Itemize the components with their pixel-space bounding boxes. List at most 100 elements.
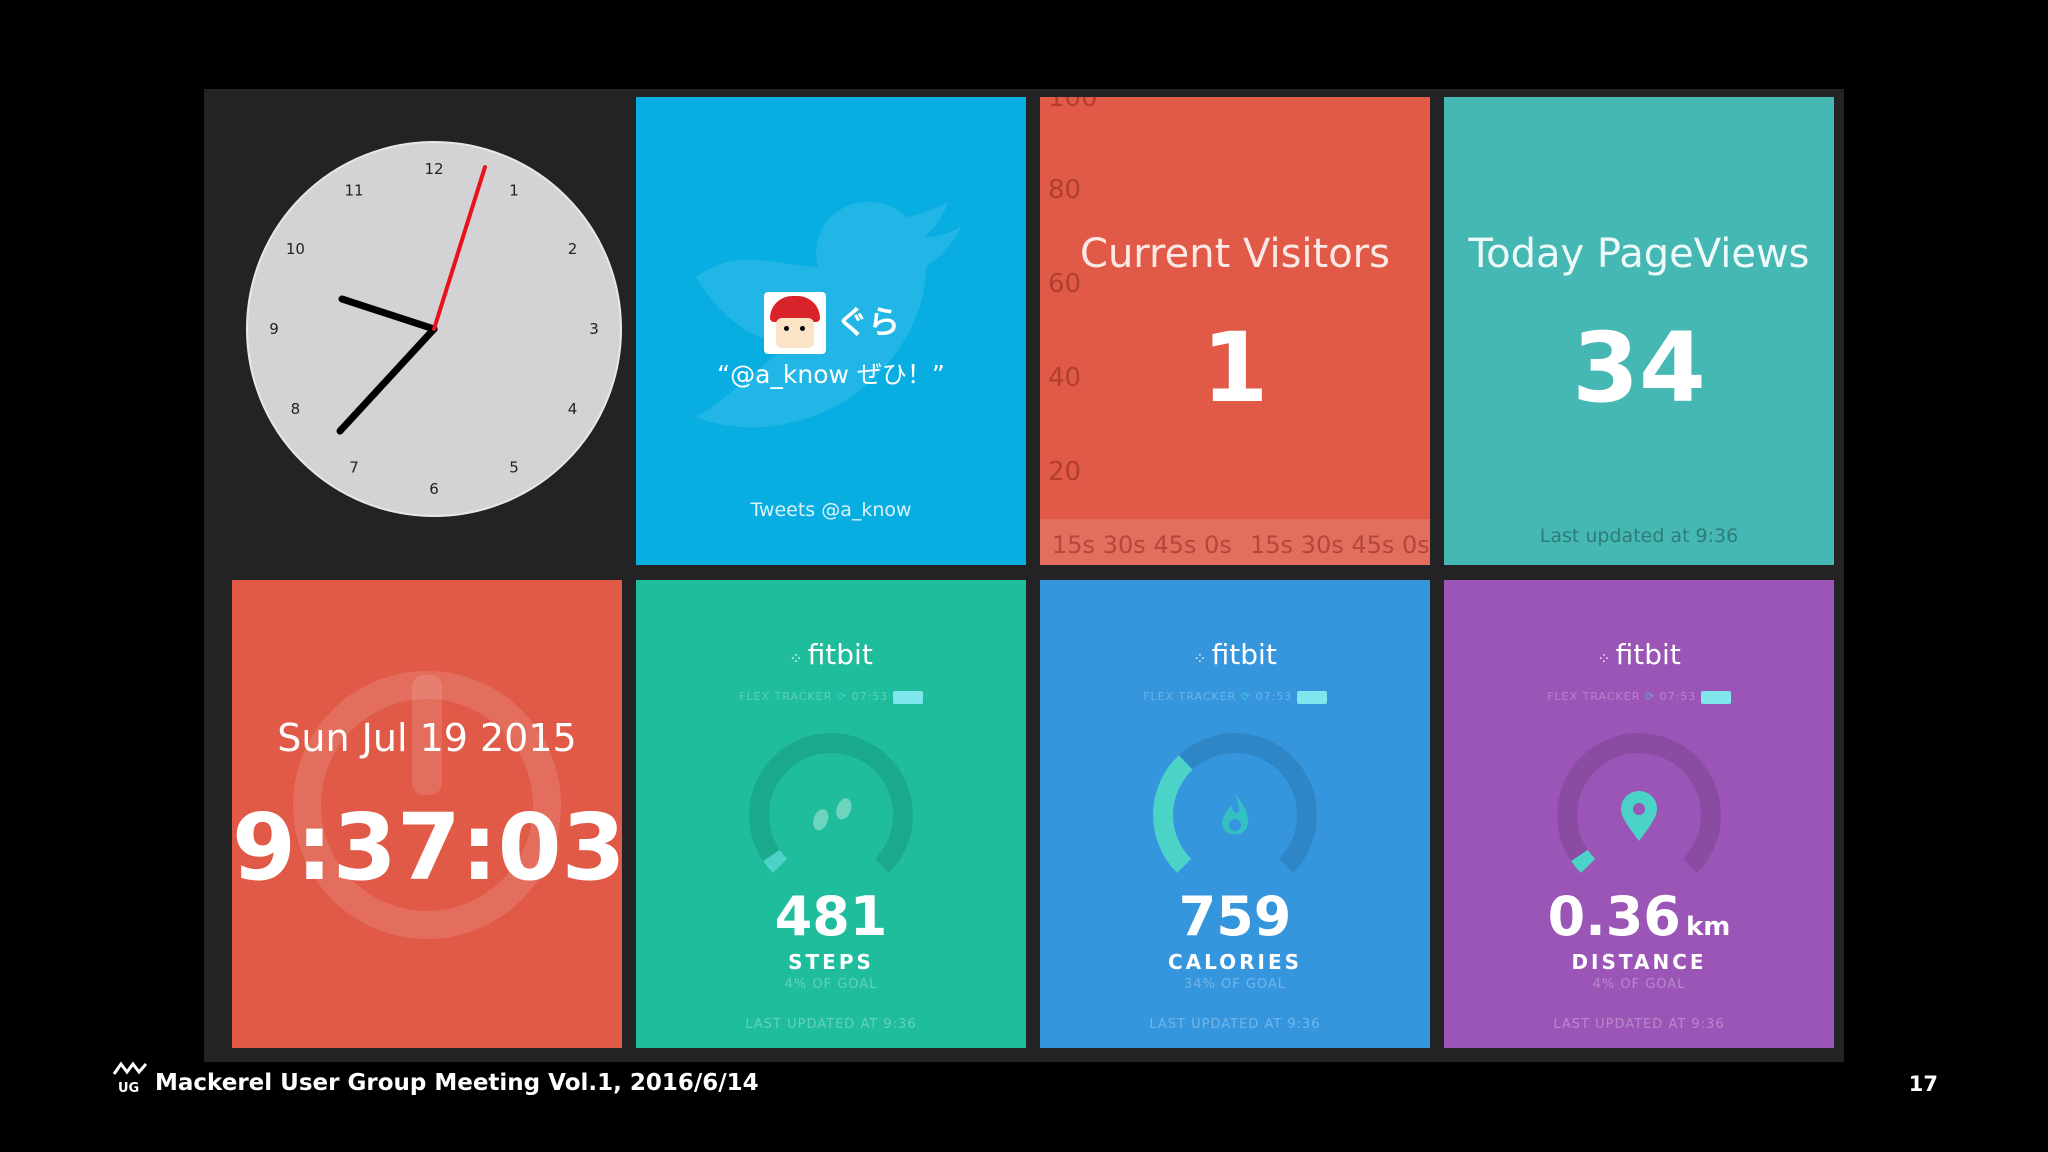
last-updated: LAST UPDATED AT 9:36 — [1553, 1017, 1725, 1032]
sync-time: 07:53 — [1255, 690, 1293, 703]
sync-icon: ⟳ — [836, 690, 848, 703]
sync-time: 07:53 — [1659, 690, 1697, 703]
clock-number: 7 — [349, 459, 359, 477]
stat-label: CALORIES — [1167, 950, 1303, 974]
gauge-track — [749, 733, 913, 873]
stat-value-row: 0.36 km — [1444, 885, 1834, 948]
stat-label: DISTANCE — [1571, 950, 1707, 974]
date-time-tile: Sun Jul 19 2015 9:37:03 — [232, 580, 622, 1048]
y-axis-tick: 40 — [1048, 363, 1082, 393]
fitbit-logo: ⁘ fitbit — [1444, 638, 1834, 671]
stat-label: STEPS — [788, 950, 874, 974]
dashboard-board: 12 1 2 3 4 5 6 7 8 9 10 11 ぐら “@a_know ぜひ！” Tweets … — [204, 89, 1844, 1062]
time-text: 9:37:03 — [232, 794, 622, 901]
y-axis-tick: 80 — [1048, 175, 1082, 205]
battery-icon — [892, 690, 923, 704]
battery-icon — [1700, 690, 1731, 704]
fitbit-dots-icon: ⁘ — [1193, 649, 1212, 668]
footsteps-icon — [813, 798, 852, 831]
stat-value-row: 759 — [1040, 885, 1430, 948]
tweets-footer-link[interactable]: Tweets @a_know — [750, 499, 912, 521]
minute-hand — [336, 325, 438, 435]
tracker-name: FLEX TRACKER — [1547, 690, 1641, 703]
visitors-x-axis: 15s 30s 45s 0s 15s 30s 45s 0s — [1040, 519, 1430, 565]
pageviews-value: 34 — [1572, 312, 1706, 424]
y-axis-tick: 20 — [1048, 457, 1082, 487]
goal-percent: 4% OF GOAL — [784, 977, 878, 992]
sync-icon: ⟳ — [1644, 690, 1656, 703]
clock-number: 11 — [344, 181, 363, 199]
battery-icon — [1296, 690, 1327, 704]
gauge-fill — [1153, 755, 1193, 873]
fitbit-distance-tile: ⁘ fitbit FLEX TRACKER ⟳ 07:53 0.36 km DIST… — [1444, 580, 1834, 1048]
flame-icon — [1222, 793, 1249, 835]
avatar[interactable] — [764, 292, 826, 354]
stat-value-row: 481 — [636, 885, 1026, 948]
second-hand — [432, 165, 487, 331]
stat-unit: km — [1685, 912, 1731, 942]
clock-number: 9 — [269, 320, 279, 338]
tracker-name: FLEX TRACKER — [739, 690, 833, 703]
fitbit-logo: ⁘ fitbit — [1040, 638, 1430, 671]
fitbit-logo-text: fitbit — [1211, 638, 1277, 671]
x-axis-ticks: 15s 30s 45s 0s — [1250, 531, 1430, 559]
clock-number: 3 — [589, 320, 599, 338]
stat-value: 481 — [774, 885, 888, 948]
clock-number: 5 — [509, 459, 519, 477]
goal-gauge — [1557, 733, 1721, 873]
footer-title: Mackerel User Group Meeting Vol.1, 2016/… — [155, 1070, 759, 1096]
map-pin-icon — [1621, 791, 1657, 841]
fitbit-dots-icon: ⁘ — [789, 649, 808, 668]
sync-time: 07:53 — [851, 690, 889, 703]
tracker-status: FLEX TRACKER ⟳ 07:53 — [1040, 690, 1430, 704]
svg-text:UG: UG — [118, 1081, 139, 1094]
clock-number: 10 — [286, 240, 305, 258]
clock-number: 12 — [424, 160, 443, 178]
tracker-status: FLEX TRACKER ⟳ 07:53 — [1444, 690, 1834, 704]
sync-icon: ⟳ — [1240, 690, 1252, 703]
slide-number: 17 — [1908, 1072, 1938, 1096]
fitbit-calories-tile: ⁘ fitbit FLEX TRACKER ⟳ 07:53 759 CALORIES… — [1040, 580, 1430, 1048]
gauge-fill — [1571, 849, 1596, 873]
y-axis-tick: 60 — [1048, 269, 1082, 299]
goal-gauge — [749, 733, 913, 873]
clock-number: 4 — [568, 400, 578, 418]
twitter-tile: ぐら “@a_know ぜひ！” Tweets @a_know — [636, 97, 1026, 565]
goal-percent: 4% OF GOAL — [1592, 977, 1686, 992]
gauge-fill — [763, 849, 788, 873]
stat-value: 759 — [1178, 885, 1292, 948]
gauge-track — [1557, 733, 1721, 873]
tweet-text: “@a_know ぜひ！” — [717, 360, 945, 389]
fitbit-logo-text: fitbit — [1615, 638, 1681, 671]
tracker-name: FLEX TRACKER — [1143, 690, 1237, 703]
date-text: Sun Jul 19 2015 — [277, 716, 577, 760]
last-updated: LAST UPDATED AT 9:36 — [1149, 1017, 1321, 1032]
tracker-status: FLEX TRACKER ⟳ 07:53 — [636, 690, 1026, 704]
last-updated: LAST UPDATED AT 9:36 — [745, 1017, 917, 1032]
pageviews-updated: Last updated at 9:36 — [1539, 525, 1739, 547]
tweet-user[interactable]: ぐら — [836, 303, 901, 341]
analog-clock-tile: 12 1 2 3 4 5 6 7 8 9 10 11 — [204, 89, 624, 569]
x-axis-ticks: 15s 30s 45s 0s — [1052, 531, 1232, 559]
clock-number: 2 — [568, 240, 578, 258]
pageviews-title: Today PageViews — [1468, 231, 1810, 277]
visitors-title: Current Visitors — [1080, 231, 1390, 277]
fitbit-steps-tile: ⁘ fitbit FLEX TRACKER ⟳ 07:53 481 STEPS 4% … — [636, 580, 1026, 1048]
fitbit-logo: ⁘ fitbit — [636, 638, 1026, 671]
mackerel-ug-logo: UG — [112, 1061, 148, 1094]
twitter-bird-icon — [696, 202, 961, 428]
clock-number: 6 — [429, 480, 439, 498]
goal-gauge — [1153, 733, 1317, 873]
y-axis-tick: 100 — [1048, 97, 1098, 113]
power-icon — [293, 671, 561, 939]
clock-number: 8 — [291, 400, 301, 418]
goal-percent: 34% OF GOAL — [1183, 977, 1287, 992]
visitors-value: 1 — [1201, 312, 1269, 424]
fitbit-logo-text: fitbit — [807, 638, 873, 671]
fitbit-dots-icon: ⁘ — [1597, 649, 1616, 668]
clock-number: 1 — [509, 181, 519, 199]
hour-hand — [338, 295, 438, 333]
current-visitors-tile: 100 80 60 40 20 Current Visitors 1 15s 30s 4… — [1040, 97, 1430, 565]
pageviews-tile: Today PageViews 34 Last updated at 9:36 — [1444, 97, 1834, 565]
